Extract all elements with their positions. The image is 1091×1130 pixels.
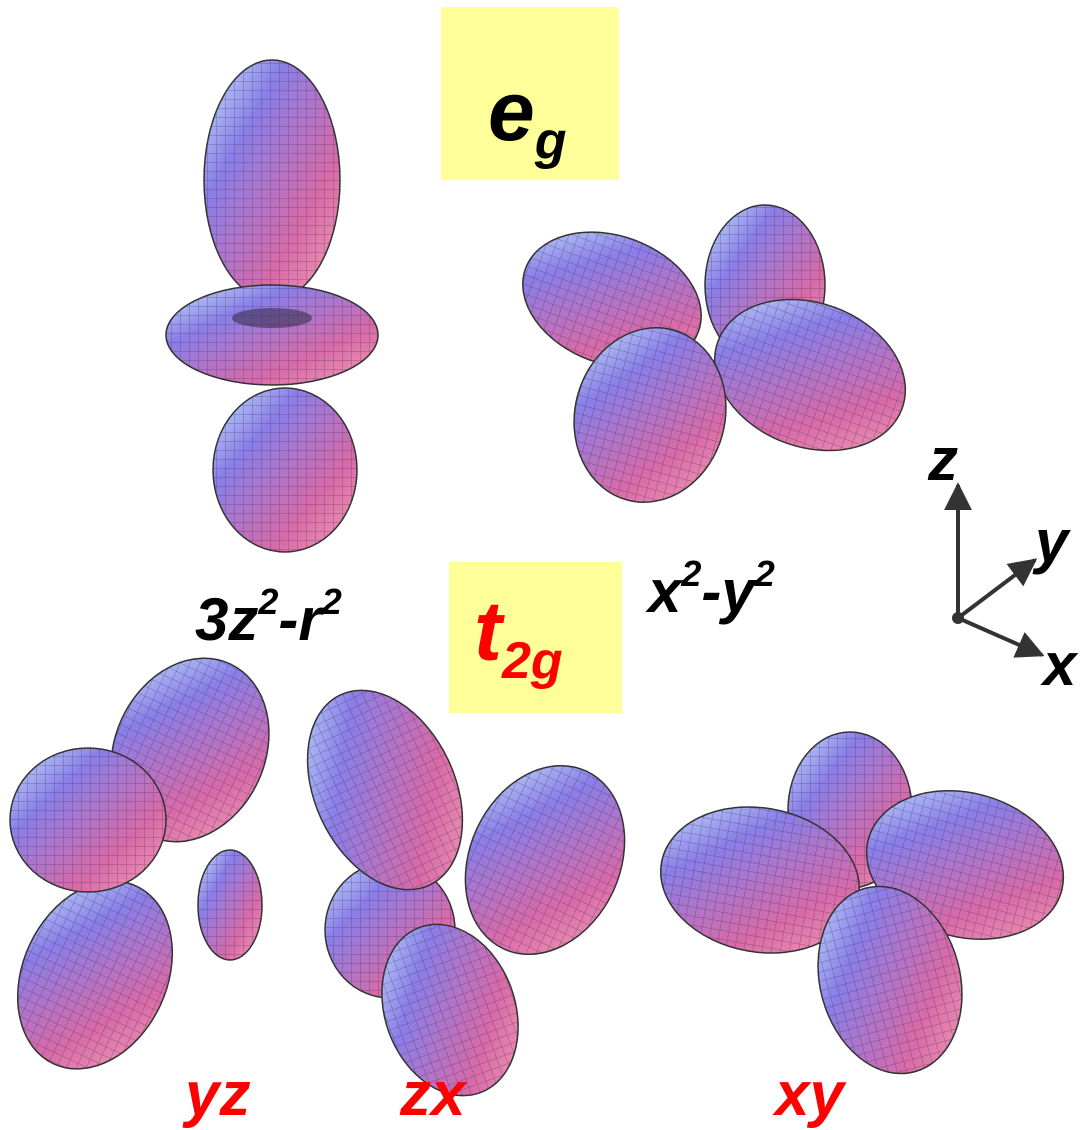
orbital-label: xy <box>772 1060 847 1129</box>
symbol: t <box>474 584 505 678</box>
y-axis <box>958 560 1035 618</box>
orbital-label: x2-y2 <box>645 553 775 625</box>
label-part: 3z <box>195 586 258 653</box>
lobe <box>213 388 357 552</box>
orbital-label: zx <box>399 1060 468 1129</box>
orbital-label: yz <box>182 1060 250 1129</box>
orbital-x2-y2 <box>504 205 927 519</box>
superscript: 2 <box>680 553 701 594</box>
superscript: 2 <box>754 553 775 594</box>
x-axis <box>958 618 1042 655</box>
label-part: x <box>645 558 684 625</box>
orbital-diagram: eg t2g 3z2-r2 x2-y2 z y x <box>0 0 1091 1130</box>
orbital-3z2-r2 <box>166 60 378 552</box>
orbital-xy <box>649 732 1080 1090</box>
superscript: 2 <box>321 581 342 622</box>
lobe <box>10 748 166 892</box>
subscript: g <box>534 112 567 170</box>
axis-label: z <box>927 426 958 493</box>
lobe <box>198 850 262 960</box>
orbital-yz <box>0 632 298 1094</box>
orbital-label: 3z2-r2 <box>195 581 342 653</box>
label-part: -y <box>701 558 757 625</box>
orbital-zx <box>277 665 654 1115</box>
label-part: -r <box>278 586 325 653</box>
subscript: 2g <box>501 632 563 690</box>
symbol: e <box>488 64 535 158</box>
torus <box>166 285 378 385</box>
lobe <box>204 60 340 300</box>
axes <box>952 485 1042 655</box>
axis-label: y <box>1032 508 1071 575</box>
axis-label: x <box>1040 631 1079 698</box>
superscript: 2 <box>257 581 278 622</box>
